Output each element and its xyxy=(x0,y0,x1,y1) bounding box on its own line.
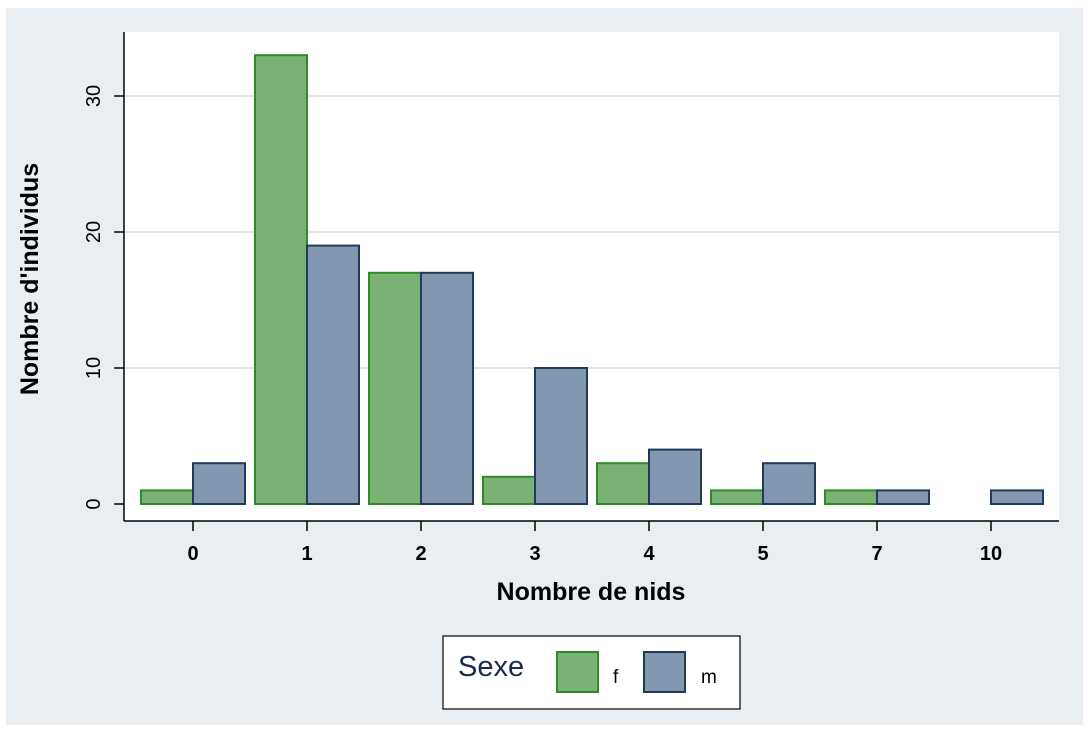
bar-m-7 xyxy=(876,489,930,505)
legend-title: Sexe xyxy=(458,651,524,683)
bar-m-3 xyxy=(534,367,588,505)
legend: Sexe f m xyxy=(442,635,741,710)
x-tick-label-5: 5 xyxy=(757,543,768,565)
bar-m-10 xyxy=(990,489,1044,505)
y-tick-label-0: 0 xyxy=(83,498,105,509)
bar-m-2 xyxy=(420,271,474,505)
x-tick-label-3: 3 xyxy=(529,543,540,565)
x-axis-title: Nombre de nids xyxy=(497,578,686,606)
x-axis-ticks: 0 1 2 3 4 5 7 10 xyxy=(187,521,1002,565)
bar-f-1 xyxy=(254,54,308,505)
bar-m-5 xyxy=(762,462,816,506)
bar-m-0 xyxy=(192,462,246,506)
y-tick-label-10: 10 xyxy=(83,357,105,379)
x-tick-label-0: 0 xyxy=(187,543,198,565)
x-tick-label-4: 4 xyxy=(643,543,655,565)
y-axis-title: Nombre d'individus xyxy=(16,163,44,395)
bar-f-3 xyxy=(482,475,536,505)
x-tick-label-2: 2 xyxy=(415,543,426,565)
y-tick-label-20: 20 xyxy=(83,221,105,243)
bar-f-5 xyxy=(710,489,764,505)
bar-m-4 xyxy=(648,448,702,506)
bar-f-7 xyxy=(824,489,878,505)
x-tick-label-10: 10 xyxy=(980,543,1002,565)
y-tick-label-30: 30 xyxy=(83,85,105,107)
bar-m-1 xyxy=(306,244,360,505)
y-axis-ticks: 0 10 20 30 xyxy=(83,85,124,510)
legend-swatch-f xyxy=(556,651,599,693)
legend-label-m: m xyxy=(701,667,717,688)
bar-f-2 xyxy=(368,271,422,505)
bar-f-4 xyxy=(596,462,650,506)
legend-label-f: f xyxy=(613,667,619,688)
x-tick-label-1: 1 xyxy=(301,543,312,565)
legend-swatch-m xyxy=(643,651,686,693)
x-tick-label-7: 7 xyxy=(871,543,882,565)
bar-f-0 xyxy=(140,489,194,505)
bars xyxy=(140,54,1044,506)
